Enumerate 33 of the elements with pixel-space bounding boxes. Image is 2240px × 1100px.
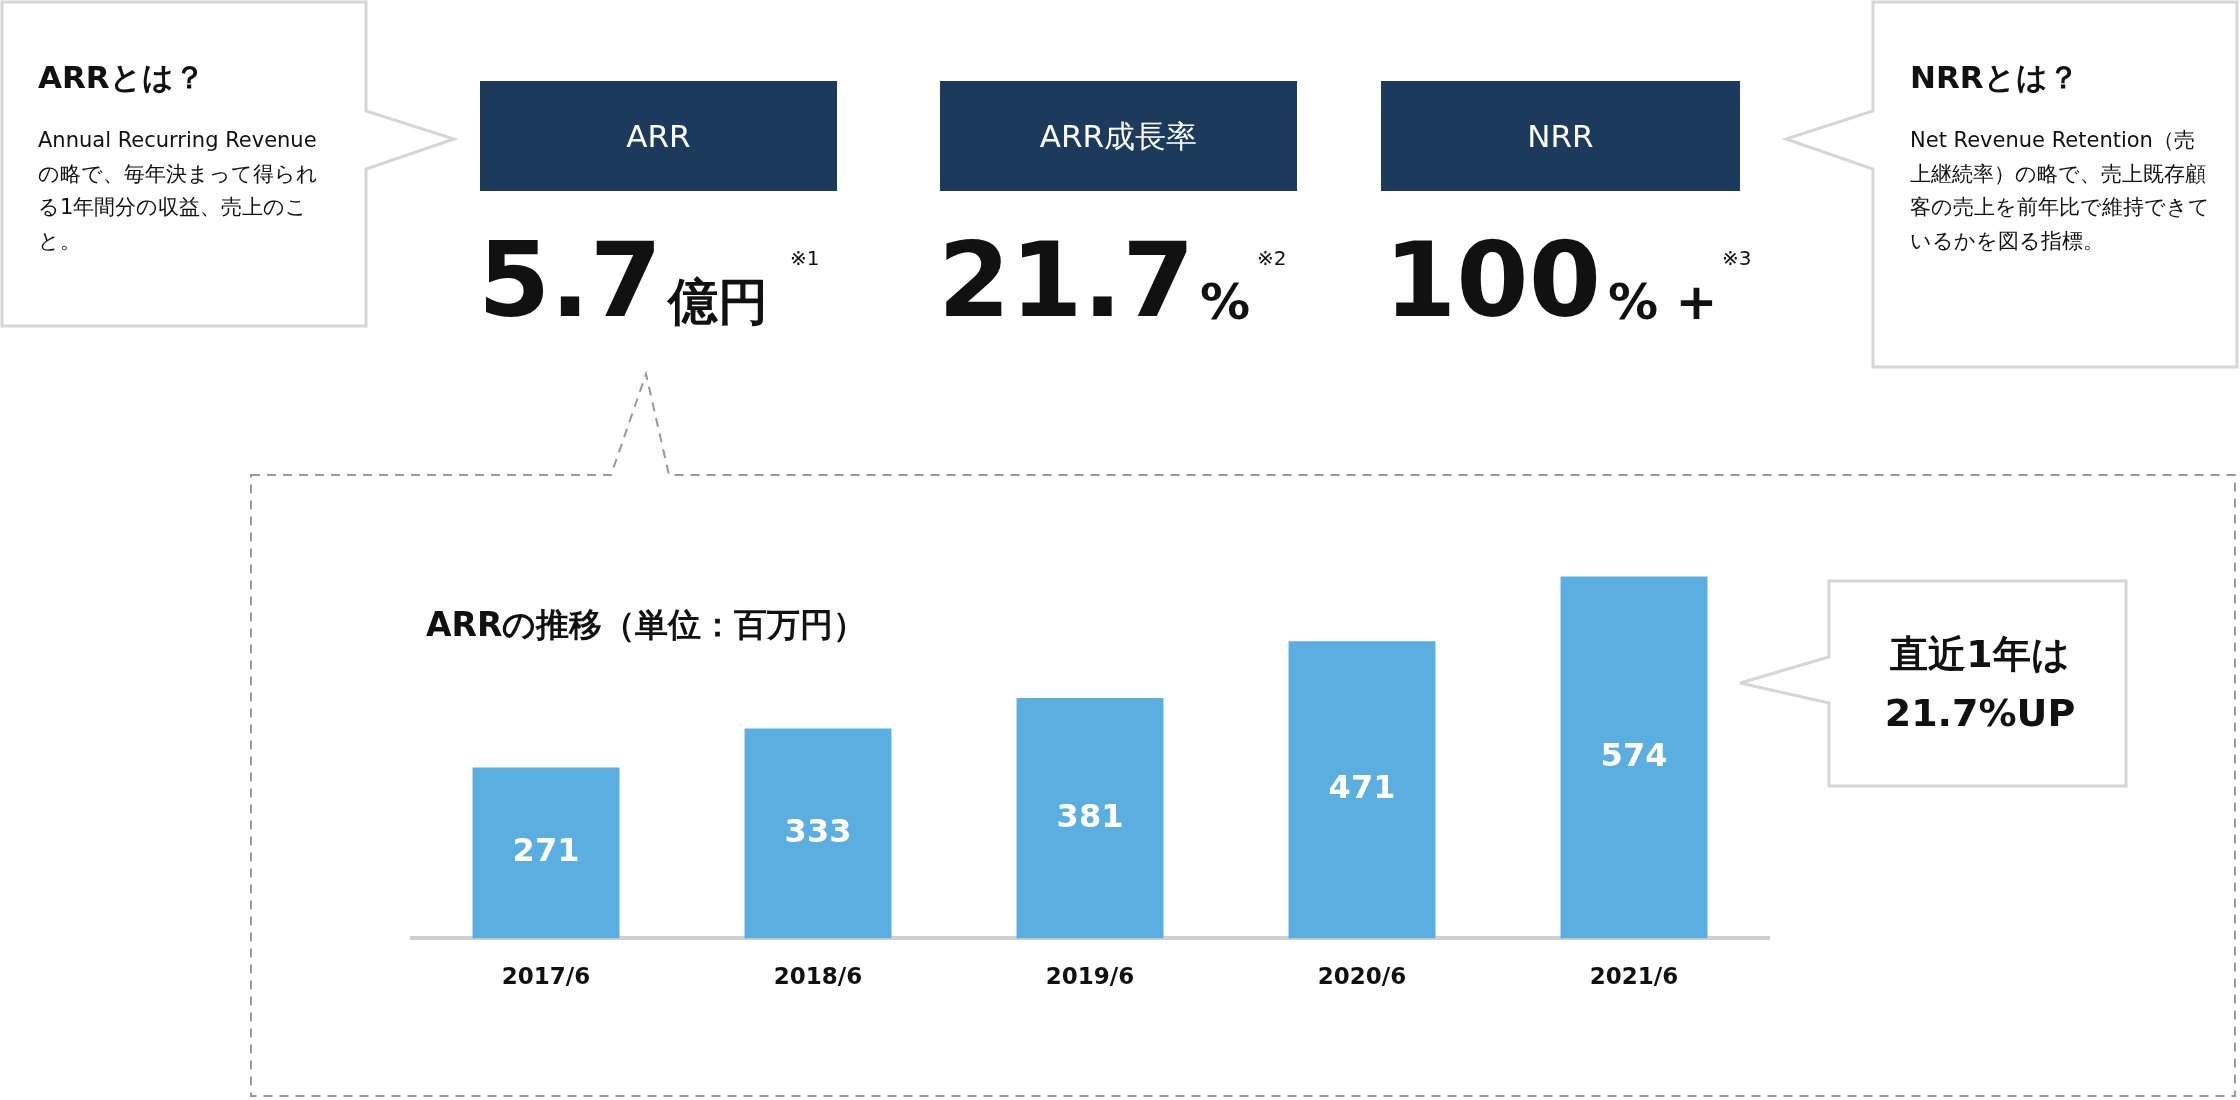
text: Net Revenue Retention（売上継続率）の略で、売上既存顧客の売上を前年比で維持できているかを図る指標。 — [1910, 127, 2210, 255]
text: ※3 — [1722, 246, 1752, 271]
data-label: 471 — [1328, 768, 1396, 807]
x-tick-label: 2018/6 — [773, 963, 863, 990]
bar — [472, 767, 620, 939]
text: NRRとは？ — [1910, 58, 2079, 97]
text: 5.7 — [478, 219, 663, 341]
bar — [1016, 698, 1164, 939]
text: 直近1年は21.7%UP — [1883, 631, 2077, 737]
data-label: 574 — [1600, 735, 1668, 774]
text: ARRとは？ — [38, 58, 205, 97]
text: ※1 — [790, 246, 820, 271]
text: % — [1200, 273, 1251, 331]
bar — [1288, 641, 1436, 939]
bar — [1560, 576, 1708, 939]
data-label: 333 — [784, 811, 852, 850]
data-label: 271 — [512, 831, 580, 870]
text: % + — [1608, 273, 1718, 331]
text: 100 — [1384, 219, 1602, 341]
text: NRR — [1381, 81, 1740, 191]
text: 億円 — [668, 273, 768, 331]
x-tick-label: 2019/6 — [1045, 963, 1135, 990]
bar — [744, 728, 892, 939]
x-tick-label: 2020/6 — [1317, 963, 1407, 990]
x-tick-label: 2017/6 — [501, 963, 591, 990]
data-label: 381 — [1056, 796, 1124, 835]
text: ARR — [480, 81, 837, 191]
text: ※2 — [1257, 246, 1287, 271]
text: ARRの推移（単位：百万円） — [426, 604, 867, 646]
text: 21.7 — [938, 219, 1195, 341]
text: Annual Recurring Revenueの略で、毎年決まって得られる1年間分の収益、売上のこと。 — [38, 127, 319, 255]
x-tick-label: 2021/6 — [1589, 963, 1679, 990]
text: ARR成長率 — [940, 81, 1297, 191]
